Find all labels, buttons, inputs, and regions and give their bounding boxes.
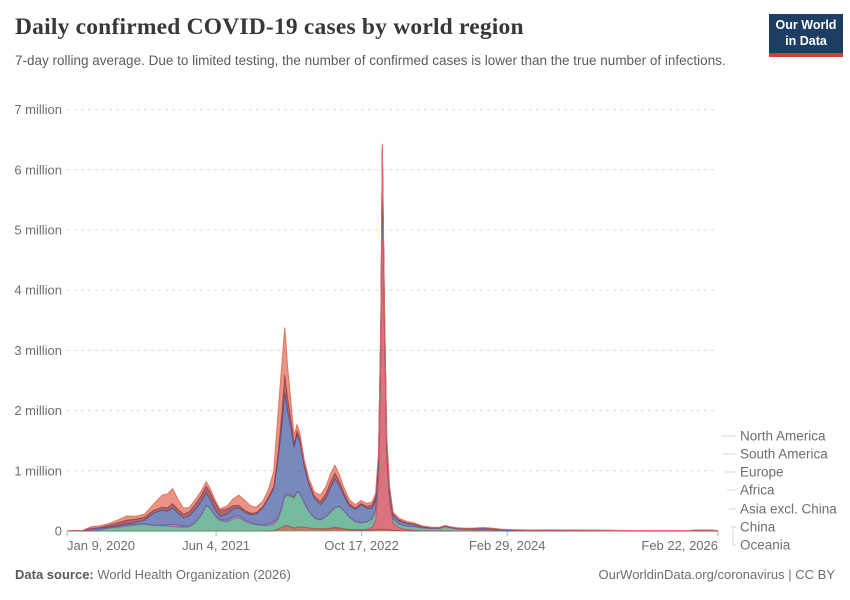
data-source-text: World Health Organization (2026): [93, 567, 291, 582]
y-tick-label: 2 million: [14, 403, 62, 418]
legend-connector: [732, 529, 736, 546]
legend-item-south-america[interactable]: South America: [740, 447, 828, 462]
legend-item-africa[interactable]: Africa: [740, 483, 775, 498]
area-outline-africa: [66, 158, 719, 532]
area-north-america[interactable]: [67, 143, 718, 531]
area-outline-china: [66, 174, 719, 532]
y-tick-label: 4 million: [14, 283, 62, 298]
x-tick-label: Feb 29, 2024: [469, 538, 546, 553]
y-tick-label: 1 million: [14, 463, 62, 478]
owid-logo[interactable]: Our World in Data: [769, 14, 843, 57]
legend-item-europe[interactable]: Europe: [740, 465, 784, 480]
area-africa[interactable]: [67, 158, 718, 531]
y-tick-label: 3 million: [14, 343, 62, 358]
y-tick-label: 7 million: [14, 102, 62, 117]
y-tick-label: 0: [55, 524, 62, 539]
area-south-america[interactable]: [67, 147, 718, 531]
legend-item-oceania[interactable]: Oceania: [740, 538, 791, 553]
area-europe[interactable]: [67, 150, 718, 531]
data-source-label: Data source:: [15, 567, 94, 582]
x-tick-label: Jan 9, 2020: [67, 538, 135, 553]
owid-logo-line1: Our World: [775, 18, 837, 32]
chart-footer: Data source: World Health Organization (…: [15, 567, 835, 582]
x-tick-label: Jun 4, 2021: [182, 538, 250, 553]
legend-item-asia-excl-china[interactable]: Asia excl. China: [740, 502, 837, 517]
area-outline-north-america: [66, 143, 719, 532]
area-outline-europe: [66, 150, 719, 532]
x-tick-label: Oct 17, 2022: [324, 538, 398, 553]
legend-item-north-america[interactable]: North America: [740, 429, 826, 444]
y-tick-label: 6 million: [14, 162, 62, 177]
data-source-note: Data source: World Health Organization (…: [15, 567, 291, 582]
page-title: Daily confirmed COVID-19 cases by world …: [15, 14, 524, 40]
area-china[interactable]: [67, 174, 718, 531]
x-tick-label: Feb 22, 2026: [641, 538, 718, 553]
attribution-link[interactable]: OurWorldinData.org/coronavirus | CC BY: [598, 567, 835, 582]
area-asia-excl-china[interactable]: [67, 158, 718, 531]
y-tick-label: 5 million: [14, 223, 62, 238]
legend-item-china[interactable]: China: [740, 520, 776, 535]
owid-logo-line2: in Data: [785, 33, 827, 48]
area-outline-asia-excl-china: [66, 158, 719, 532]
page-subtitle: 7-day rolling average. Due to limited te…: [15, 53, 726, 68]
area-outline-south-america: [66, 147, 719, 532]
